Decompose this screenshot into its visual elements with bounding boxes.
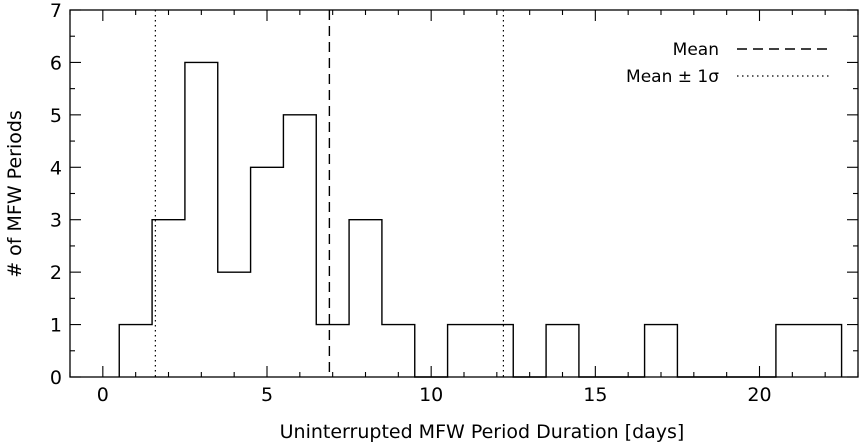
y-tick-label: 1 — [50, 315, 62, 337]
x-tick-label: 20 — [747, 384, 771, 406]
histogram-bin — [776, 325, 809, 377]
y-tick-label: 4 — [50, 157, 62, 179]
histogram-bin — [283, 115, 316, 377]
histogram-bin — [448, 325, 481, 377]
histogram-bin — [316, 325, 349, 377]
x-tick-label: 15 — [583, 384, 607, 406]
histogram-bin — [645, 325, 678, 377]
y-tick-label: 2 — [50, 262, 62, 284]
legend-label-mean: Mean — [673, 40, 719, 60]
x-tick-label: 5 — [261, 384, 273, 406]
legend: Mean Mean ± 1σ — [626, 40, 830, 87]
y-tick-label: 7 — [50, 0, 62, 22]
histogram-bin — [185, 62, 218, 377]
histogram-bin — [480, 325, 513, 377]
histogram-outline — [118, 61, 843, 378]
histogram-bin — [251, 167, 284, 377]
x-tick-label: 0 — [97, 384, 109, 406]
histogram-bin — [546, 325, 579, 377]
histogram-bin — [349, 220, 382, 377]
histogram-bin — [152, 220, 185, 377]
x-axis-label: Uninterrupted MFW Period Duration [days] — [280, 421, 685, 443]
legend-label-sigma: Mean ± 1σ — [626, 67, 719, 87]
y-tick-label: 3 — [50, 210, 62, 232]
y-tick-label: 5 — [50, 105, 62, 127]
y-tick-label: 0 — [50, 367, 62, 389]
plot-frame — [69, 9, 859, 378]
histogram-bin — [382, 325, 415, 377]
y-axis-label: # of MFW Periods — [4, 110, 26, 278]
histogram-bin — [218, 272, 251, 377]
histogram-bin — [809, 325, 842, 377]
y-tick-label: 6 — [50, 52, 62, 74]
x-tick-label: 10 — [419, 384, 443, 406]
histogram-bin — [119, 325, 152, 377]
